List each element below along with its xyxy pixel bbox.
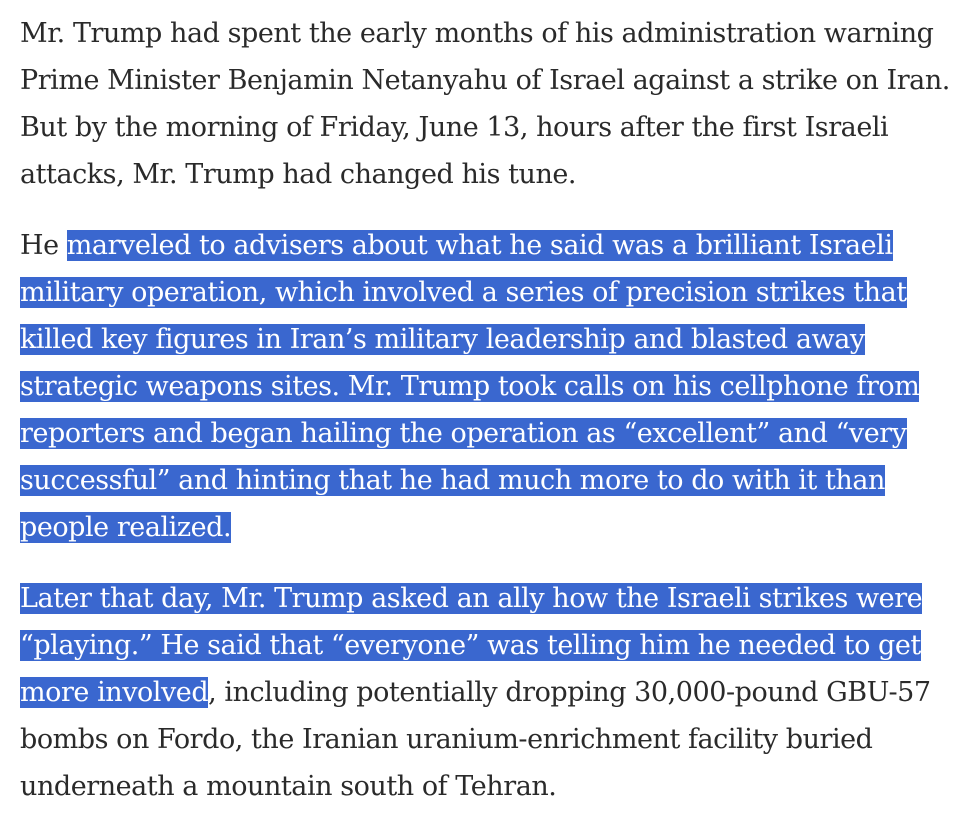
paragraph-3-rest: , including potentially dropping 30,000-… bbox=[20, 677, 931, 802]
selected-text-paragraph-2[interactable]: marveled to advisers about what he said … bbox=[20, 230, 920, 543]
paragraph-2-lead: He bbox=[20, 230, 67, 261]
paragraph-1: Mr. Trump had spent the early months of … bbox=[20, 18, 950, 190]
paragraph-3: Later that day, Mr. Trump asked an ally … bbox=[20, 575, 960, 810]
paragraph-2: He marveled to advisers about what he sa… bbox=[20, 222, 960, 551]
article-body: Mr. Trump had spent the early months of … bbox=[20, 10, 960, 834]
